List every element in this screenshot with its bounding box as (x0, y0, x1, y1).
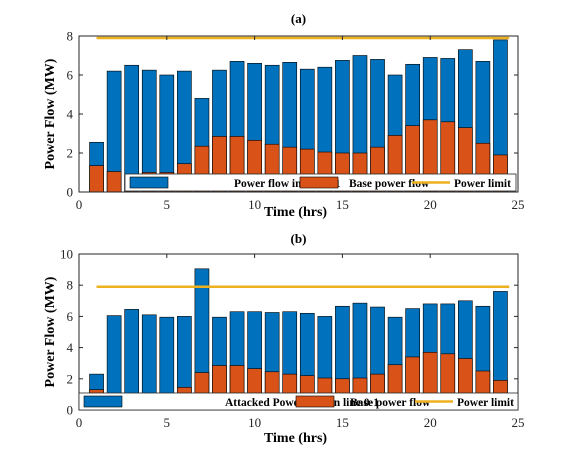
chart-title: (b) (291, 231, 307, 246)
y-axis-label: Power Flow (MW) (43, 276, 58, 387)
x-tick-label: 10 (248, 415, 261, 430)
legend-label: Base power flow (349, 178, 430, 190)
bar-base-flow (106, 171, 122, 193)
y-tick-label: 2 (67, 146, 74, 161)
y-tick-label: 6 (67, 309, 74, 324)
x-tick-label: 15 (336, 197, 349, 212)
legend-swatch (295, 395, 335, 408)
x-tick-label: 20 (424, 415, 437, 430)
x-tick-label: 0 (76, 197, 83, 212)
legend-swatch (129, 176, 169, 189)
y-tick-label: 0 (67, 403, 74, 418)
y-tick-label: 0 (67, 185, 74, 200)
x-tick-label: 25 (512, 197, 525, 212)
x-axis-label: Time (hrs) (264, 205, 327, 220)
x-tick-label: 5 (164, 415, 171, 430)
legend-swatch (83, 395, 123, 408)
legend-label: Power limit (454, 178, 511, 190)
y-tick-label: 2 (67, 371, 74, 386)
x-axis-label: Time (hrs) (264, 431, 327, 446)
y-tick-label: 8 (67, 29, 74, 44)
legend-label: Power limit (457, 397, 514, 409)
bar-line-flow (124, 64, 140, 193)
y-tick-label: 4 (67, 340, 74, 355)
legend-label: Base power flow (350, 397, 431, 409)
y-tick-label: 8 (67, 278, 74, 293)
x-tick-label: 5 (164, 197, 171, 212)
x-tick-label: 0 (76, 415, 83, 430)
x-tick-label: 10 (248, 197, 261, 212)
y-tick-label: 10 (60, 247, 73, 262)
chart-title: (a) (291, 11, 306, 26)
legend-swatch (299, 176, 339, 189)
y-tick-label: 4 (67, 107, 74, 122)
x-tick-label: 25 (512, 415, 525, 430)
y-axis-label: Power Flow (MW) (43, 58, 58, 169)
y-tick-label: 6 (67, 68, 74, 83)
x-tick-label: 15 (336, 415, 349, 430)
x-tick-label: 20 (424, 197, 437, 212)
bar-base-flow (89, 165, 104, 193)
